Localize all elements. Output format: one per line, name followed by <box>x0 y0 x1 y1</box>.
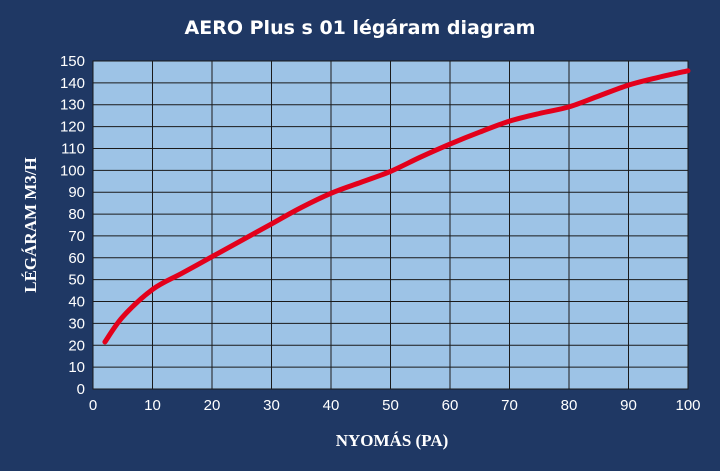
y-tick-label: 60 <box>68 250 85 267</box>
y-tick-label: 30 <box>68 315 85 332</box>
y-tick-labels: 0 10 20 30 40 50 60 70 80 90 100 110 120 130 140 150 <box>60 53 85 398</box>
x-tick-label: 80 <box>561 397 578 414</box>
series-line <box>102 68 691 345</box>
x-tick-labels: 0 10 20 30 40 50 60 70 80 90 100 <box>89 397 701 414</box>
grid <box>92 60 689 390</box>
y-tick-label: 150 <box>60 53 85 70</box>
x-axis-label: NYOMÁS (PA) <box>336 431 449 450</box>
y-tick-label: 130 <box>60 97 85 114</box>
x-tick-label: 40 <box>323 397 340 414</box>
x-tick-label: 0 <box>89 397 97 414</box>
y-axis-label: LÉGÁRAM M3/H <box>21 157 40 293</box>
y-tick-label: 140 <box>60 75 85 92</box>
x-tick-label: 50 <box>382 397 399 414</box>
y-tick-label: 40 <box>68 294 85 311</box>
y-tick-label: 0 <box>77 381 85 398</box>
y-tick-label: 20 <box>68 337 85 354</box>
x-tick-label: 100 <box>675 397 700 414</box>
y-tick-label: 120 <box>60 119 85 136</box>
x-tick-label: 10 <box>144 397 161 414</box>
x-tick-label: 70 <box>501 397 518 414</box>
chart-title: AERO Plus s 01 légáram diagram <box>185 17 536 39</box>
y-tick-label: 110 <box>61 140 85 157</box>
y-tick-label: 90 <box>68 184 85 201</box>
y-tick-label: 100 <box>60 162 85 179</box>
y-tick-label: 70 <box>68 228 85 245</box>
y-tick-label: 10 <box>68 359 85 376</box>
y-tick-label: 80 <box>68 206 85 223</box>
y-tick-label: 50 <box>68 272 85 289</box>
x-tick-label: 90 <box>620 397 637 414</box>
x-tick-label: 30 <box>263 397 280 414</box>
x-tick-label: 60 <box>442 397 459 414</box>
x-tick-label: 20 <box>204 397 221 414</box>
